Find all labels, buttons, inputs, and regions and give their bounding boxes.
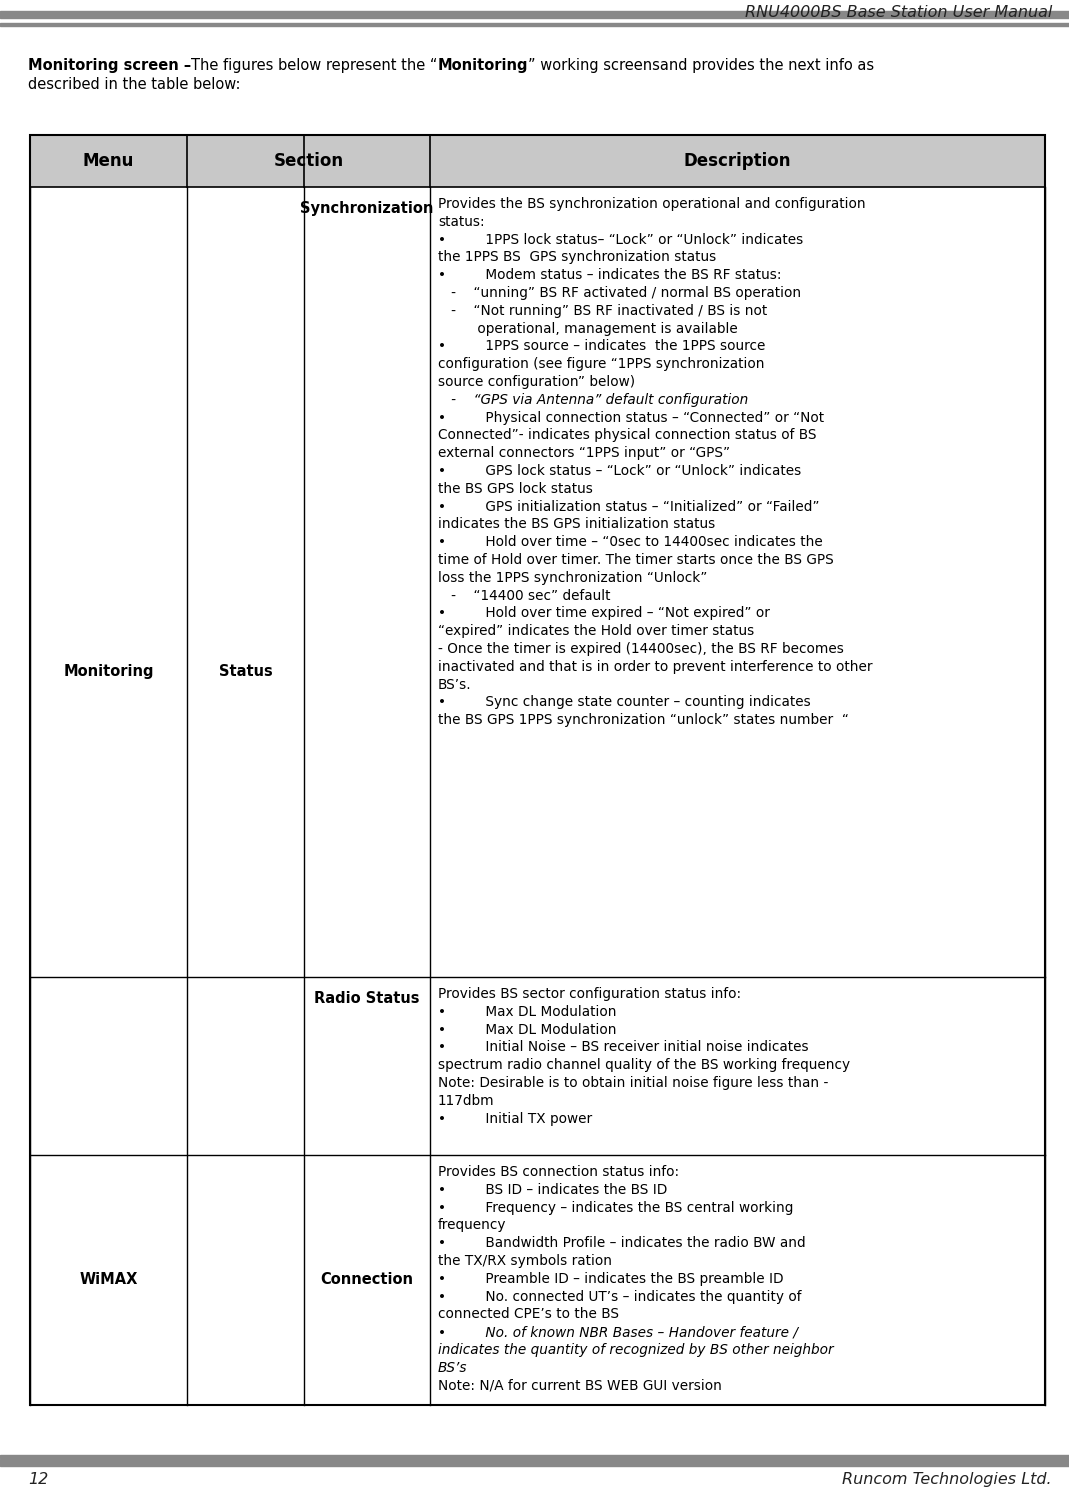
Text: •         1PPS lock status– “Lock” or “Unlock” indicates: • 1PPS lock status– “Lock” or “Unlock” i… xyxy=(438,232,803,247)
Text: 12: 12 xyxy=(28,1472,48,1487)
Text: Section: Section xyxy=(274,153,343,171)
Text: ” working screensand provides the next info as: ” working screensand provides the next i… xyxy=(528,58,874,73)
Text: •         Bandwidth Profile – indicates the radio BW and: • Bandwidth Profile – indicates the radi… xyxy=(438,1236,806,1251)
Text: Monitoring: Monitoring xyxy=(63,664,154,679)
Text: Connected”- indicates physical connection status of BS: Connected”- indicates physical connectio… xyxy=(438,428,817,443)
Text: WiMAX: WiMAX xyxy=(79,1273,138,1288)
Text: connected CPE’s to the BS: connected CPE’s to the BS xyxy=(438,1308,619,1321)
Text: Note: Desirable is to obtain initial noise figure less than -: Note: Desirable is to obtain initial noi… xyxy=(438,1076,828,1091)
Text: status:: status: xyxy=(438,215,484,229)
Text: •         Initial TX power: • Initial TX power xyxy=(438,1112,592,1125)
Text: •         Frequency – indicates the BS central working: • Frequency – indicates the BS central w… xyxy=(438,1201,793,1215)
Text: the 1PPS BS  GPS synchronization status: the 1PPS BS GPS synchronization status xyxy=(438,250,716,265)
Text: Status: Status xyxy=(219,664,273,679)
Bar xyxy=(30,135,1045,187)
Text: •         Hold over time – “0sec to 14400sec indicates the: • Hold over time – “0sec to 14400sec ind… xyxy=(438,536,823,549)
Text: described in the table below:: described in the table below: xyxy=(28,76,241,91)
Text: the BS GPS 1PPS synchronization “unlock” states number  “: the BS GPS 1PPS synchronization “unlock”… xyxy=(438,714,849,727)
Text: - Once the timer is expired (14400sec), the BS RF becomes: - Once the timer is expired (14400sec), … xyxy=(438,642,843,657)
Text: •         Hold over time expired – “Not expired” or: • Hold over time expired – “Not expired”… xyxy=(438,606,770,621)
Text: •         Sync change state counter – counting indicates: • Sync change state counter – counting i… xyxy=(438,696,810,709)
Text: •         Modem status – indicates the BS RF status:: • Modem status – indicates the BS RF sta… xyxy=(438,268,781,283)
Text: 117dbm: 117dbm xyxy=(438,1094,495,1109)
Text: Monitoring: Monitoring xyxy=(437,58,528,73)
Text: •         Physical connection status – “Connected” or “Not: • Physical connection status – “Connecte… xyxy=(438,410,824,425)
Text: source configuration” below): source configuration” below) xyxy=(438,375,635,389)
Text: indicates the BS GPS initialization status: indicates the BS GPS initialization stat… xyxy=(438,518,715,531)
Text: •         Max DL Modulation: • Max DL Modulation xyxy=(438,1005,617,1019)
Text: RNU4000BS Base Station User Manual: RNU4000BS Base Station User Manual xyxy=(745,4,1052,19)
Text: the TX/RX symbols ration: the TX/RX symbols ration xyxy=(438,1254,611,1269)
Text: -    “14400 sec” default: - “14400 sec” default xyxy=(438,588,610,603)
Text: Connection: Connection xyxy=(321,1273,414,1288)
Text: -    “Not running” BS RF inactivated / BS is not: - “Not running” BS RF inactivated / BS i… xyxy=(438,304,768,317)
Text: external connectors “1PPS input” or “GPS”: external connectors “1PPS input” or “GPS… xyxy=(438,446,730,461)
Text: •         Initial Noise – BS receiver initial noise indicates: • Initial Noise – BS receiver initial no… xyxy=(438,1040,808,1055)
Text: Provides BS connection status info:: Provides BS connection status info: xyxy=(438,1165,679,1179)
Text: •         No. of known NBR Bases – Handover feature /: • No. of known NBR Bases – Handover feat… xyxy=(438,1325,797,1339)
Bar xyxy=(0,1456,1069,1459)
Text: indicates the quantity of recognized by BS other neighbor: indicates the quantity of recognized by … xyxy=(438,1343,834,1357)
Text: BS’s.: BS’s. xyxy=(438,678,471,691)
Text: -    “unning” BS RF activated / normal BS operation: - “unning” BS RF activated / normal BS o… xyxy=(438,286,801,301)
Text: time of Hold over timer. The timer starts once the BS GPS: time of Hold over timer. The timer start… xyxy=(438,554,834,567)
Text: Note: N/A for current BS WEB GUI version: Note: N/A for current BS WEB GUI version xyxy=(438,1379,722,1393)
Bar xyxy=(0,22,1069,25)
Text: •         1PPS source – indicates  the 1PPS source: • 1PPS source – indicates the 1PPS sourc… xyxy=(438,340,765,353)
Text: •         GPS initialization status – “Initialized” or “Failed”: • GPS initialization status – “Initializ… xyxy=(438,500,820,513)
Text: •         No. connected UT’s – indicates the quantity of: • No. connected UT’s – indicates the qua… xyxy=(438,1290,802,1303)
Text: Description: Description xyxy=(684,153,791,171)
Text: BS’s: BS’s xyxy=(438,1361,467,1375)
Text: “expired” indicates the Hold over timer status: “expired” indicates the Hold over timer … xyxy=(438,624,755,639)
Bar xyxy=(0,10,1069,18)
Text: •         GPS lock status – “Lock” or “Unlock” indicates: • GPS lock status – “Lock” or “Unlock” i… xyxy=(438,464,802,479)
Text: Provides BS sector configuration status info:: Provides BS sector configuration status … xyxy=(438,987,741,1001)
Text: •         Preamble ID – indicates the BS preamble ID: • Preamble ID – indicates the BS preambl… xyxy=(438,1272,784,1285)
Text: •         Max DL Modulation: • Max DL Modulation xyxy=(438,1023,617,1037)
Bar xyxy=(0,1459,1069,1466)
Text: Provides the BS synchronization operational and configuration: Provides the BS synchronization operatio… xyxy=(438,197,866,211)
Text: Synchronization: Synchronization xyxy=(300,200,434,215)
Text: -    “GPS via Antenna” default configuration: - “GPS via Antenna” default configuratio… xyxy=(438,393,748,407)
Text: spectrum radio channel quality of the BS working frequency: spectrum radio channel quality of the BS… xyxy=(438,1058,850,1073)
Text: Radio Status: Radio Status xyxy=(314,990,420,1005)
Text: the BS GPS lock status: the BS GPS lock status xyxy=(438,482,593,495)
Text: The figures below represent the “: The figures below represent the “ xyxy=(191,58,437,73)
Text: frequency: frequency xyxy=(438,1218,507,1233)
Text: Menu: Menu xyxy=(82,153,135,171)
Text: Monitoring screen –: Monitoring screen – xyxy=(28,58,191,73)
Text: loss the 1PPS synchronization “Unlock”: loss the 1PPS synchronization “Unlock” xyxy=(438,571,708,585)
Text: inactivated and that is in order to prevent interference to other: inactivated and that is in order to prev… xyxy=(438,660,872,673)
Text: operational, management is available: operational, management is available xyxy=(438,322,738,335)
Bar xyxy=(30,135,1045,1405)
Text: configuration (see figure “1PPS synchronization: configuration (see figure “1PPS synchron… xyxy=(438,358,764,371)
Text: Runcom Technologies Ltd.: Runcom Technologies Ltd. xyxy=(842,1472,1052,1487)
Text: •         BS ID – indicates the BS ID: • BS ID – indicates the BS ID xyxy=(438,1183,667,1197)
